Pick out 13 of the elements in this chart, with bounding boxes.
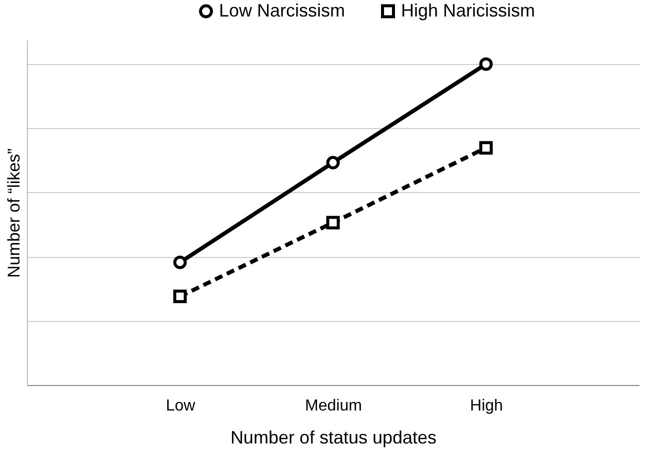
x-tick-label: Medium [305, 398, 362, 414]
point [326, 216, 340, 230]
point [326, 156, 340, 170]
legend-label: Low Narcissism [219, 0, 346, 20]
x-tick-label: Low [166, 398, 196, 414]
x-axis-title: Number of status updates [230, 428, 437, 448]
legend-label: High Naricissism [401, 0, 536, 20]
point [173, 290, 187, 304]
point [173, 256, 187, 270]
point [479, 141, 493, 155]
x-tick-label: High [470, 398, 503, 414]
point [479, 57, 493, 71]
y-axis-title: Number of “likes” [4, 148, 24, 278]
